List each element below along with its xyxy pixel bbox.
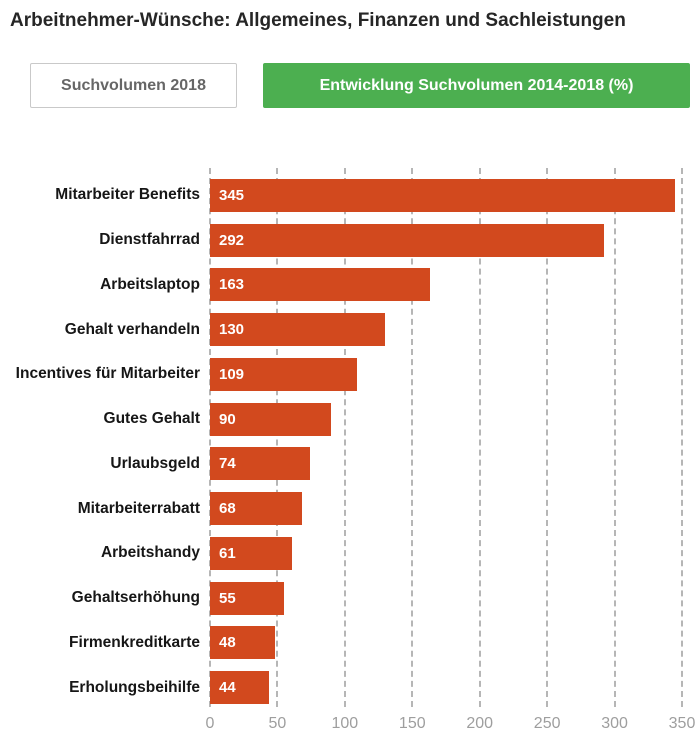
x-axis: 0 50 100 150 200 250 300 350 <box>206 710 696 736</box>
bar-track: 109 <box>210 357 682 391</box>
category-label: Arbeitslaptop <box>100 275 200 293</box>
bar-value-label: 292 <box>219 231 245 249</box>
category-label: Gehalt verhandeln <box>64 320 200 338</box>
bar-track: 163 <box>210 268 682 302</box>
bar[interactable]: 61 <box>210 536 293 570</box>
bar-track: 90 <box>210 402 682 436</box>
bar-row: Firmenkreditkarte 48 <box>0 621 699 666</box>
category-label: Erholungsbeihilfe <box>69 678 200 696</box>
x-tick-label: 200 <box>466 715 494 732</box>
bar[interactable]: 292 <box>210 223 604 257</box>
bar[interactable]: 48 <box>210 626 275 660</box>
bar-track: 61 <box>210 536 682 570</box>
x-tick-label: 150 <box>398 715 426 732</box>
bar-row: Arbeitslaptop 163 <box>0 263 699 308</box>
bar[interactable]: 44 <box>210 671 270 705</box>
bar[interactable]: 163 <box>210 268 430 302</box>
bar-row: Gutes Gehalt 90 <box>0 397 699 442</box>
bar-value-label: 109 <box>219 365 245 383</box>
bar-value-label: 48 <box>219 634 236 652</box>
bar-value-label: 74 <box>219 455 236 473</box>
bar-row: Arbeitshandy 61 <box>0 531 699 576</box>
bar[interactable]: 68 <box>210 492 302 526</box>
tab-entwicklung-suchvolumen-2014-2018[interactable]: Entwicklung Suchvolumen 2014-2018 (%) <box>263 63 690 108</box>
bar-row: Erholungsbeihilfe 44 <box>0 665 699 710</box>
bar-track: 74 <box>210 447 682 481</box>
bar-row: Mitarbeiter Benefits 345 <box>0 173 699 218</box>
bar[interactable]: 109 <box>210 357 357 391</box>
x-tick-label: 0 <box>205 715 215 732</box>
bar-value-label: 44 <box>219 679 236 697</box>
bar-chart: Mitarbeiter Benefits 345 Dienstfahrrad 292 A… <box>0 168 699 736</box>
page-title: Arbeitnehmer-Wünsche: Allgemeines, Finan… <box>10 10 626 31</box>
x-tick-label: 300 <box>601 715 628 732</box>
x-tick-label: 100 <box>331 715 359 732</box>
category-label: Mitarbeiterrabatt <box>77 499 200 517</box>
category-label: Incentives für Mitarbeiter <box>15 365 200 383</box>
bar[interactable]: 130 <box>210 313 386 347</box>
category-label: Gutes Gehalt <box>103 410 200 428</box>
category-label: Mitarbeiter Benefits <box>55 186 200 204</box>
bar[interactable]: 55 <box>210 581 285 615</box>
bar-value-label: 163 <box>219 276 245 294</box>
x-tick-label: 250 <box>533 715 561 732</box>
bar-row: Incentives für Mitarbeiter 109 <box>0 352 699 397</box>
bar[interactable]: 90 <box>210 402 332 436</box>
bar-track: 345 <box>210 178 682 212</box>
category-label: Arbeitshandy <box>100 544 200 562</box>
bar-row: Dienstfahrrad 292 <box>0 218 699 263</box>
bar-value-label: 68 <box>219 500 236 518</box>
bar[interactable]: 74 <box>210 447 310 481</box>
bar-value-label: 61 <box>219 544 236 562</box>
category-label: Gehaltserhöhung <box>71 589 200 607</box>
bar-row: Mitarbeiterrabatt 68 <box>0 486 699 531</box>
bar-row: Gehaltserhöhung 55 <box>0 576 699 621</box>
bar-value-label: 55 <box>219 589 236 607</box>
category-label: Dienstfahrrad <box>99 231 200 249</box>
bar-track: 130 <box>210 313 682 347</box>
bar-track: 68 <box>210 492 682 526</box>
chart-rows: Mitarbeiter Benefits 345 Dienstfahrrad 292 A… <box>0 173 699 710</box>
bar-value-label: 345 <box>219 186 245 204</box>
bar-track: 292 <box>210 223 682 257</box>
bar-value-label: 90 <box>219 410 236 428</box>
category-label: Urlaubsgeld <box>110 454 200 472</box>
bar-track: 44 <box>210 671 682 705</box>
bar-track: 55 <box>210 581 682 615</box>
tab-bar: Suchvolumen 2018 Entwicklung Suchvolumen… <box>30 63 699 108</box>
bar[interactable]: 345 <box>210 178 676 212</box>
tab-suchvolumen-2018[interactable]: Suchvolumen 2018 <box>30 63 237 108</box>
x-tick-label: 50 <box>268 715 287 732</box>
bar-row: Gehalt verhandeln 130 <box>0 307 699 352</box>
x-tick-label: 350 <box>668 715 696 732</box>
bar-track: 48 <box>210 626 682 660</box>
category-label: Firmenkreditkarte <box>69 633 200 651</box>
bar-value-label: 130 <box>219 321 245 339</box>
bar-row: Urlaubsgeld 74 <box>0 442 699 487</box>
